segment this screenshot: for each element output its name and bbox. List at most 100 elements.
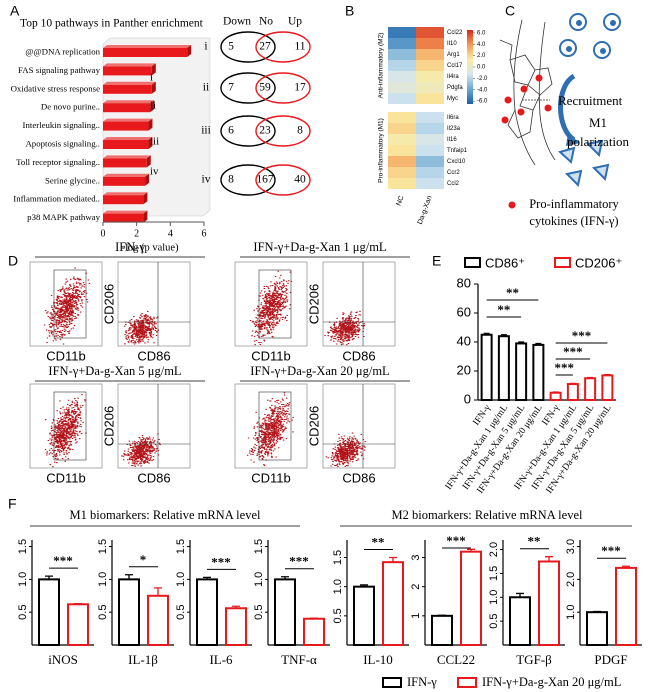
heat-cell (388, 27, 416, 38)
heat-cell (416, 71, 444, 82)
venn-count: 59 (259, 82, 271, 94)
bar-top (103, 81, 156, 85)
bar (103, 158, 147, 168)
diagram-c-cells (501, 13, 621, 209)
membrane (513, 19, 536, 166)
y-tick-label: 1.5 (175, 539, 187, 554)
heat-cell (416, 49, 444, 60)
gene-label: Il10 (447, 41, 457, 47)
y-tick-label: 40 (457, 333, 471, 348)
bar (538, 560, 560, 647)
gene-label: Il16 (447, 137, 457, 143)
x-axis-label: CD11b (46, 470, 86, 485)
bar (67, 603, 89, 646)
bar (118, 578, 140, 646)
venn-label: i (204, 41, 207, 53)
venn-label: iv (202, 174, 211, 186)
bar (549, 391, 562, 401)
colorbar-label: -6.0 (477, 99, 488, 105)
category-label: FAS signaling pathway (18, 65, 101, 75)
m1-cell (591, 163, 610, 182)
cytokine (544, 104, 552, 112)
heat-cell (416, 123, 444, 134)
heat-cell (388, 71, 416, 82)
bar (382, 561, 404, 647)
venn-count: 8 (297, 125, 303, 137)
bar (353, 585, 375, 647)
legend-swatch (382, 677, 402, 688)
network (499, 39, 534, 139)
heat-cell (416, 27, 444, 38)
bar (566, 383, 579, 401)
y-tick-label: 1.5 (332, 550, 344, 565)
error-bar (310, 617, 318, 619)
heat-cell (416, 93, 444, 104)
heat-cell (388, 82, 416, 93)
panel-label: B (345, 3, 354, 19)
venn-count: 5 (228, 41, 234, 53)
venn-count: 167 (256, 174, 274, 186)
cytokine (504, 96, 512, 104)
bar (497, 335, 510, 402)
bar (480, 333, 493, 401)
y-axis-label: CD206 (101, 284, 116, 324)
error-bar (587, 376, 594, 379)
y-tick-label: 1.5 (253, 539, 265, 554)
x-axis-label: CD86 (342, 470, 375, 485)
gate (53, 391, 87, 461)
heat-cell (416, 145, 444, 156)
y-tick-label: 1.0 (17, 572, 29, 587)
sig-label: *** (601, 543, 621, 558)
heat-cell (388, 134, 416, 145)
legend-swatch (554, 257, 571, 268)
bar (147, 594, 169, 646)
y-tick-label: 1.0 (253, 572, 265, 587)
error-bar (500, 334, 507, 337)
annotation: ii (150, 100, 156, 112)
cytokine (535, 74, 543, 82)
bar (103, 48, 188, 57)
bar (532, 343, 545, 401)
bar (509, 596, 531, 646)
x-axis-label: PDGF (594, 652, 627, 667)
y-tick-label: 1.0 (565, 605, 577, 620)
venn-up (255, 115, 311, 147)
y-axis-label: CD206 (306, 406, 321, 446)
sig-label: *** (53, 553, 73, 568)
bar-top (103, 155, 151, 159)
bar (38, 578, 60, 646)
error-bar (360, 584, 368, 587)
error-bar (516, 592, 524, 598)
venn-down (220, 72, 276, 104)
panel-label: A (10, 3, 20, 19)
m1-cell (557, 146, 576, 164)
bar (103, 103, 151, 113)
error-bar (438, 614, 446, 616)
x-axis-label: TNF-α (281, 652, 317, 667)
bar-side (150, 100, 155, 113)
gate (53, 269, 87, 339)
chart-title: Top 10 pathways in Panther enrichment (20, 18, 204, 30)
x-axis-label: CD86 (137, 470, 170, 485)
heat-cell (416, 167, 444, 178)
column-label: Da-g-Xan (417, 195, 434, 226)
gate (258, 391, 292, 461)
bar-top (103, 137, 153, 140)
error-bar (45, 575, 53, 580)
section-title: M1 biomarkers: Relative mRNA level (70, 508, 261, 522)
group-label: Pro-inflammatory (M1) (378, 118, 385, 183)
section-title: M2 biomarkers: Relative mRNA level (392, 508, 583, 522)
y-tick-label: 20 (457, 362, 471, 377)
y-tick-label: 0.5 (332, 608, 344, 623)
error-bar (535, 342, 542, 345)
bar (515, 342, 528, 402)
category-label: Oxidative stress response (11, 83, 101, 93)
x-axis-label: IL-10 (363, 652, 393, 667)
bar-side (187, 45, 192, 57)
x-tick-label: 0 (101, 228, 106, 239)
y-tick-label: 80 (457, 275, 471, 290)
arrow (558, 73, 576, 143)
heat-cell (416, 156, 444, 167)
bar-side (151, 63, 156, 76)
colorbar-label: 2.0 (477, 53, 486, 59)
